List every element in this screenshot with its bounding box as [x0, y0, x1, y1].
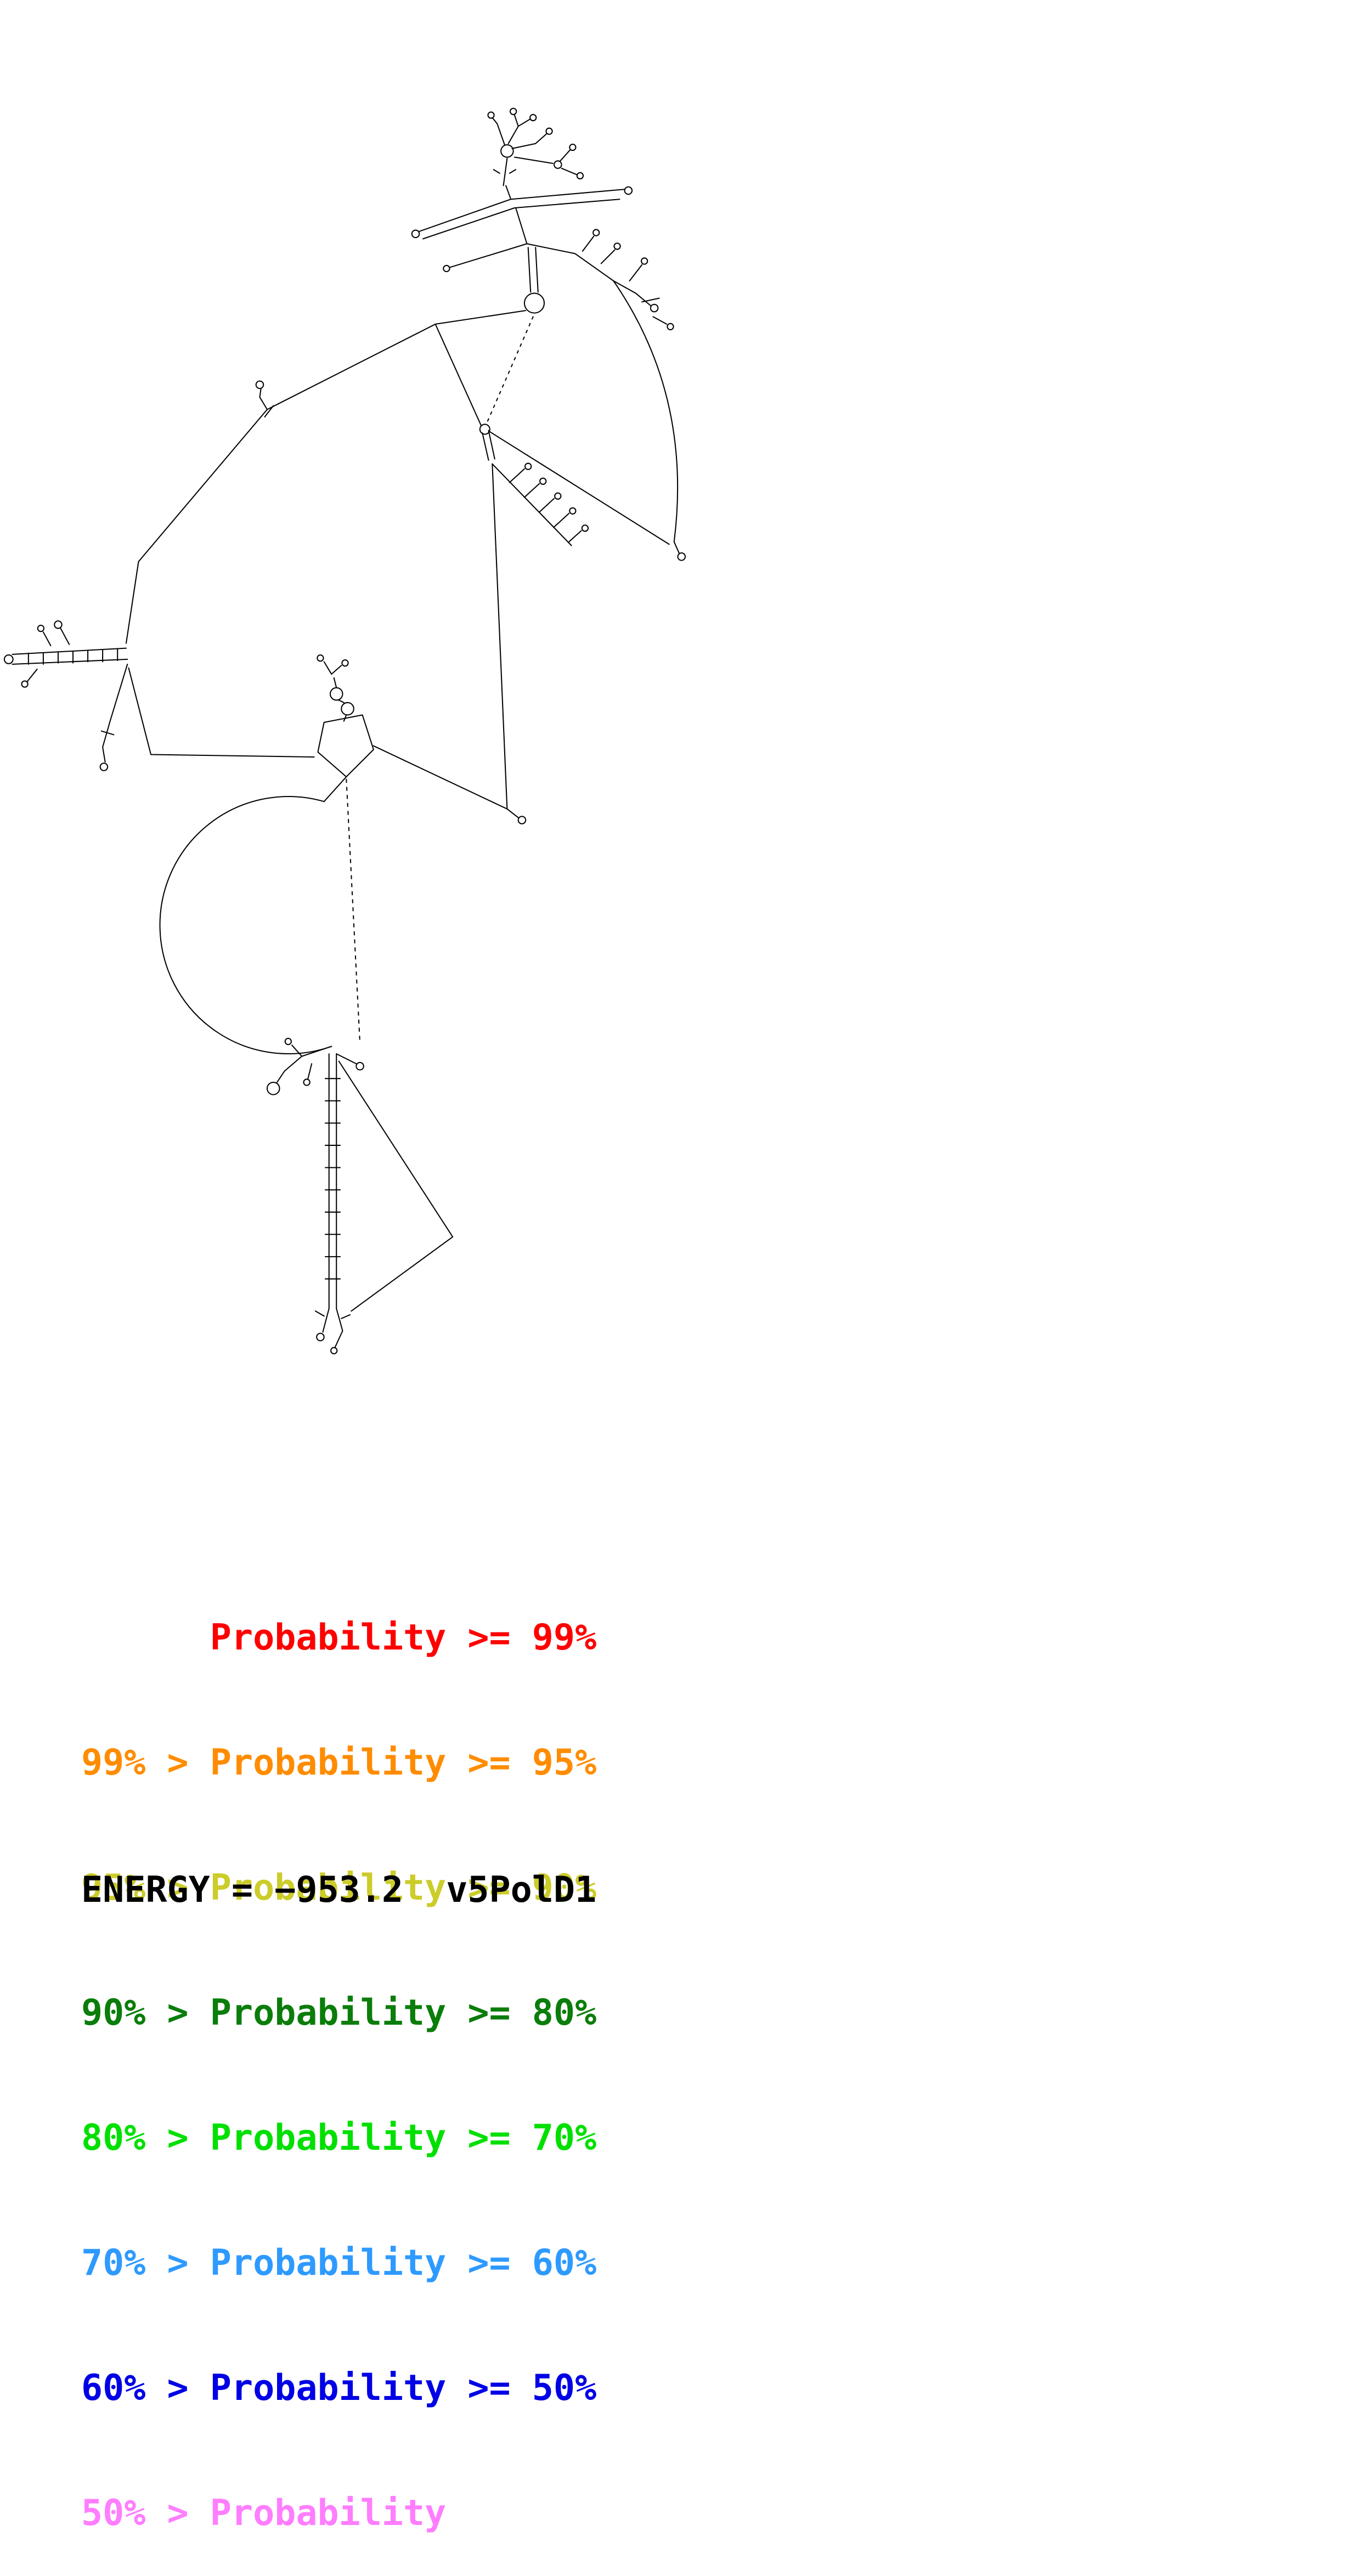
- interior-loop-circle: [523, 292, 545, 314]
- legend-entry-50: 60% > Probability >= 50%: [81, 2368, 597, 2409]
- legend-entry-60: 70% > Probability >= 60%: [81, 2242, 597, 2284]
- big-circle-loop: [159, 796, 332, 1054]
- hairpin-ladder: [492, 463, 572, 546]
- loop-circle: [500, 144, 514, 158]
- probability-legend: Probability >= 99% 99% > Probability >= …: [81, 1534, 596, 2576]
- triangle-strand: [338, 1060, 454, 1312]
- pentagon-loop: [317, 714, 374, 778]
- junction-circle: [479, 423, 490, 435]
- loop-circle: [411, 229, 420, 239]
- legend-entry-80: 90% > Probability >= 80%: [81, 1992, 597, 2033]
- helix-quad: [419, 189, 625, 240]
- energy-label: ENERGY = −953.2 v5PolD1: [81, 1869, 597, 1911]
- legend-entry-95: 99% > Probability >= 95%: [81, 1742, 597, 1783]
- left-arm-helix: [12, 647, 128, 665]
- hairpin-cluster-top: [503, 157, 508, 187]
- legend-entry-below-50: 50% > Probability: [81, 2493, 447, 2534]
- vertical-helix: [328, 1053, 337, 1309]
- right-curve: [613, 280, 680, 554]
- rna-secondary-structure: [3, 108, 686, 1354]
- legend-entry-90: 95% > Probability >= 90%: [81, 1867, 597, 1908]
- legend-entry-99: Probability >= 99%: [81, 1617, 597, 1658]
- legend-entry-70: 80% > Probability >= 70%: [81, 2117, 597, 2159]
